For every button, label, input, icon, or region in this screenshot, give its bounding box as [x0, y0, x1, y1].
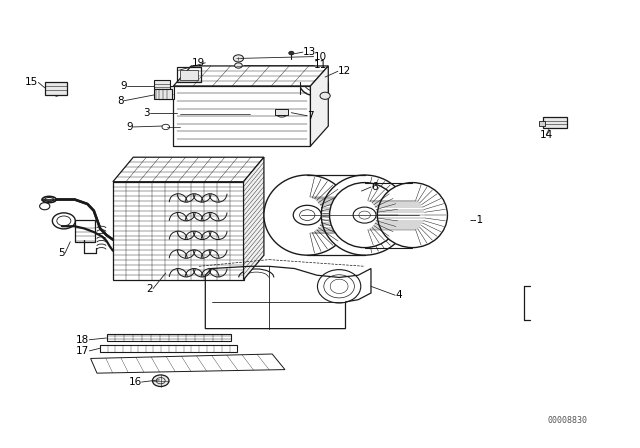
Text: 6: 6	[371, 182, 378, 192]
Bar	[543, 116, 567, 128]
Circle shape	[235, 63, 243, 68]
Text: 13: 13	[303, 47, 316, 57]
Text: 10: 10	[314, 52, 327, 61]
Text: 4: 4	[395, 290, 402, 300]
Circle shape	[152, 375, 169, 387]
Text: 9: 9	[120, 81, 127, 91]
Bar	[113, 182, 244, 280]
Text: 19: 19	[192, 58, 205, 68]
Bar	[157, 86, 174, 99]
Bar	[154, 80, 170, 89]
Text: 18: 18	[76, 335, 90, 345]
Text: 3: 3	[143, 108, 150, 118]
Ellipse shape	[264, 175, 351, 255]
Text: 9: 9	[127, 122, 133, 132]
Text: 17: 17	[76, 346, 90, 356]
Circle shape	[293, 205, 321, 225]
Circle shape	[289, 51, 294, 55]
Text: 12: 12	[338, 66, 351, 76]
Bar	[180, 70, 198, 80]
Text: --1: --1	[470, 215, 484, 224]
Bar	[275, 109, 288, 115]
Text: 16: 16	[129, 377, 141, 387]
Ellipse shape	[42, 196, 56, 202]
Text: 00008830: 00008830	[548, 416, 588, 425]
Ellipse shape	[378, 183, 447, 248]
Circle shape	[353, 207, 376, 223]
Bar	[177, 67, 201, 82]
Circle shape	[234, 55, 244, 62]
Bar	[539, 121, 545, 126]
Bar	[45, 82, 67, 95]
Text: 2: 2	[147, 284, 153, 293]
Text: 15: 15	[25, 78, 38, 87]
Bar	[100, 345, 237, 352]
Text: 5: 5	[58, 248, 65, 258]
Polygon shape	[244, 157, 264, 280]
Text: 11: 11	[314, 60, 327, 69]
Text: 14: 14	[540, 130, 553, 140]
Ellipse shape	[330, 183, 399, 248]
Bar	[154, 89, 172, 99]
Bar	[173, 86, 310, 146]
Circle shape	[320, 92, 330, 99]
Text: 8: 8	[118, 96, 124, 106]
Bar	[75, 220, 95, 242]
Ellipse shape	[321, 175, 408, 255]
Polygon shape	[310, 66, 328, 146]
Text: 7: 7	[307, 111, 314, 121]
Bar	[106, 334, 231, 341]
